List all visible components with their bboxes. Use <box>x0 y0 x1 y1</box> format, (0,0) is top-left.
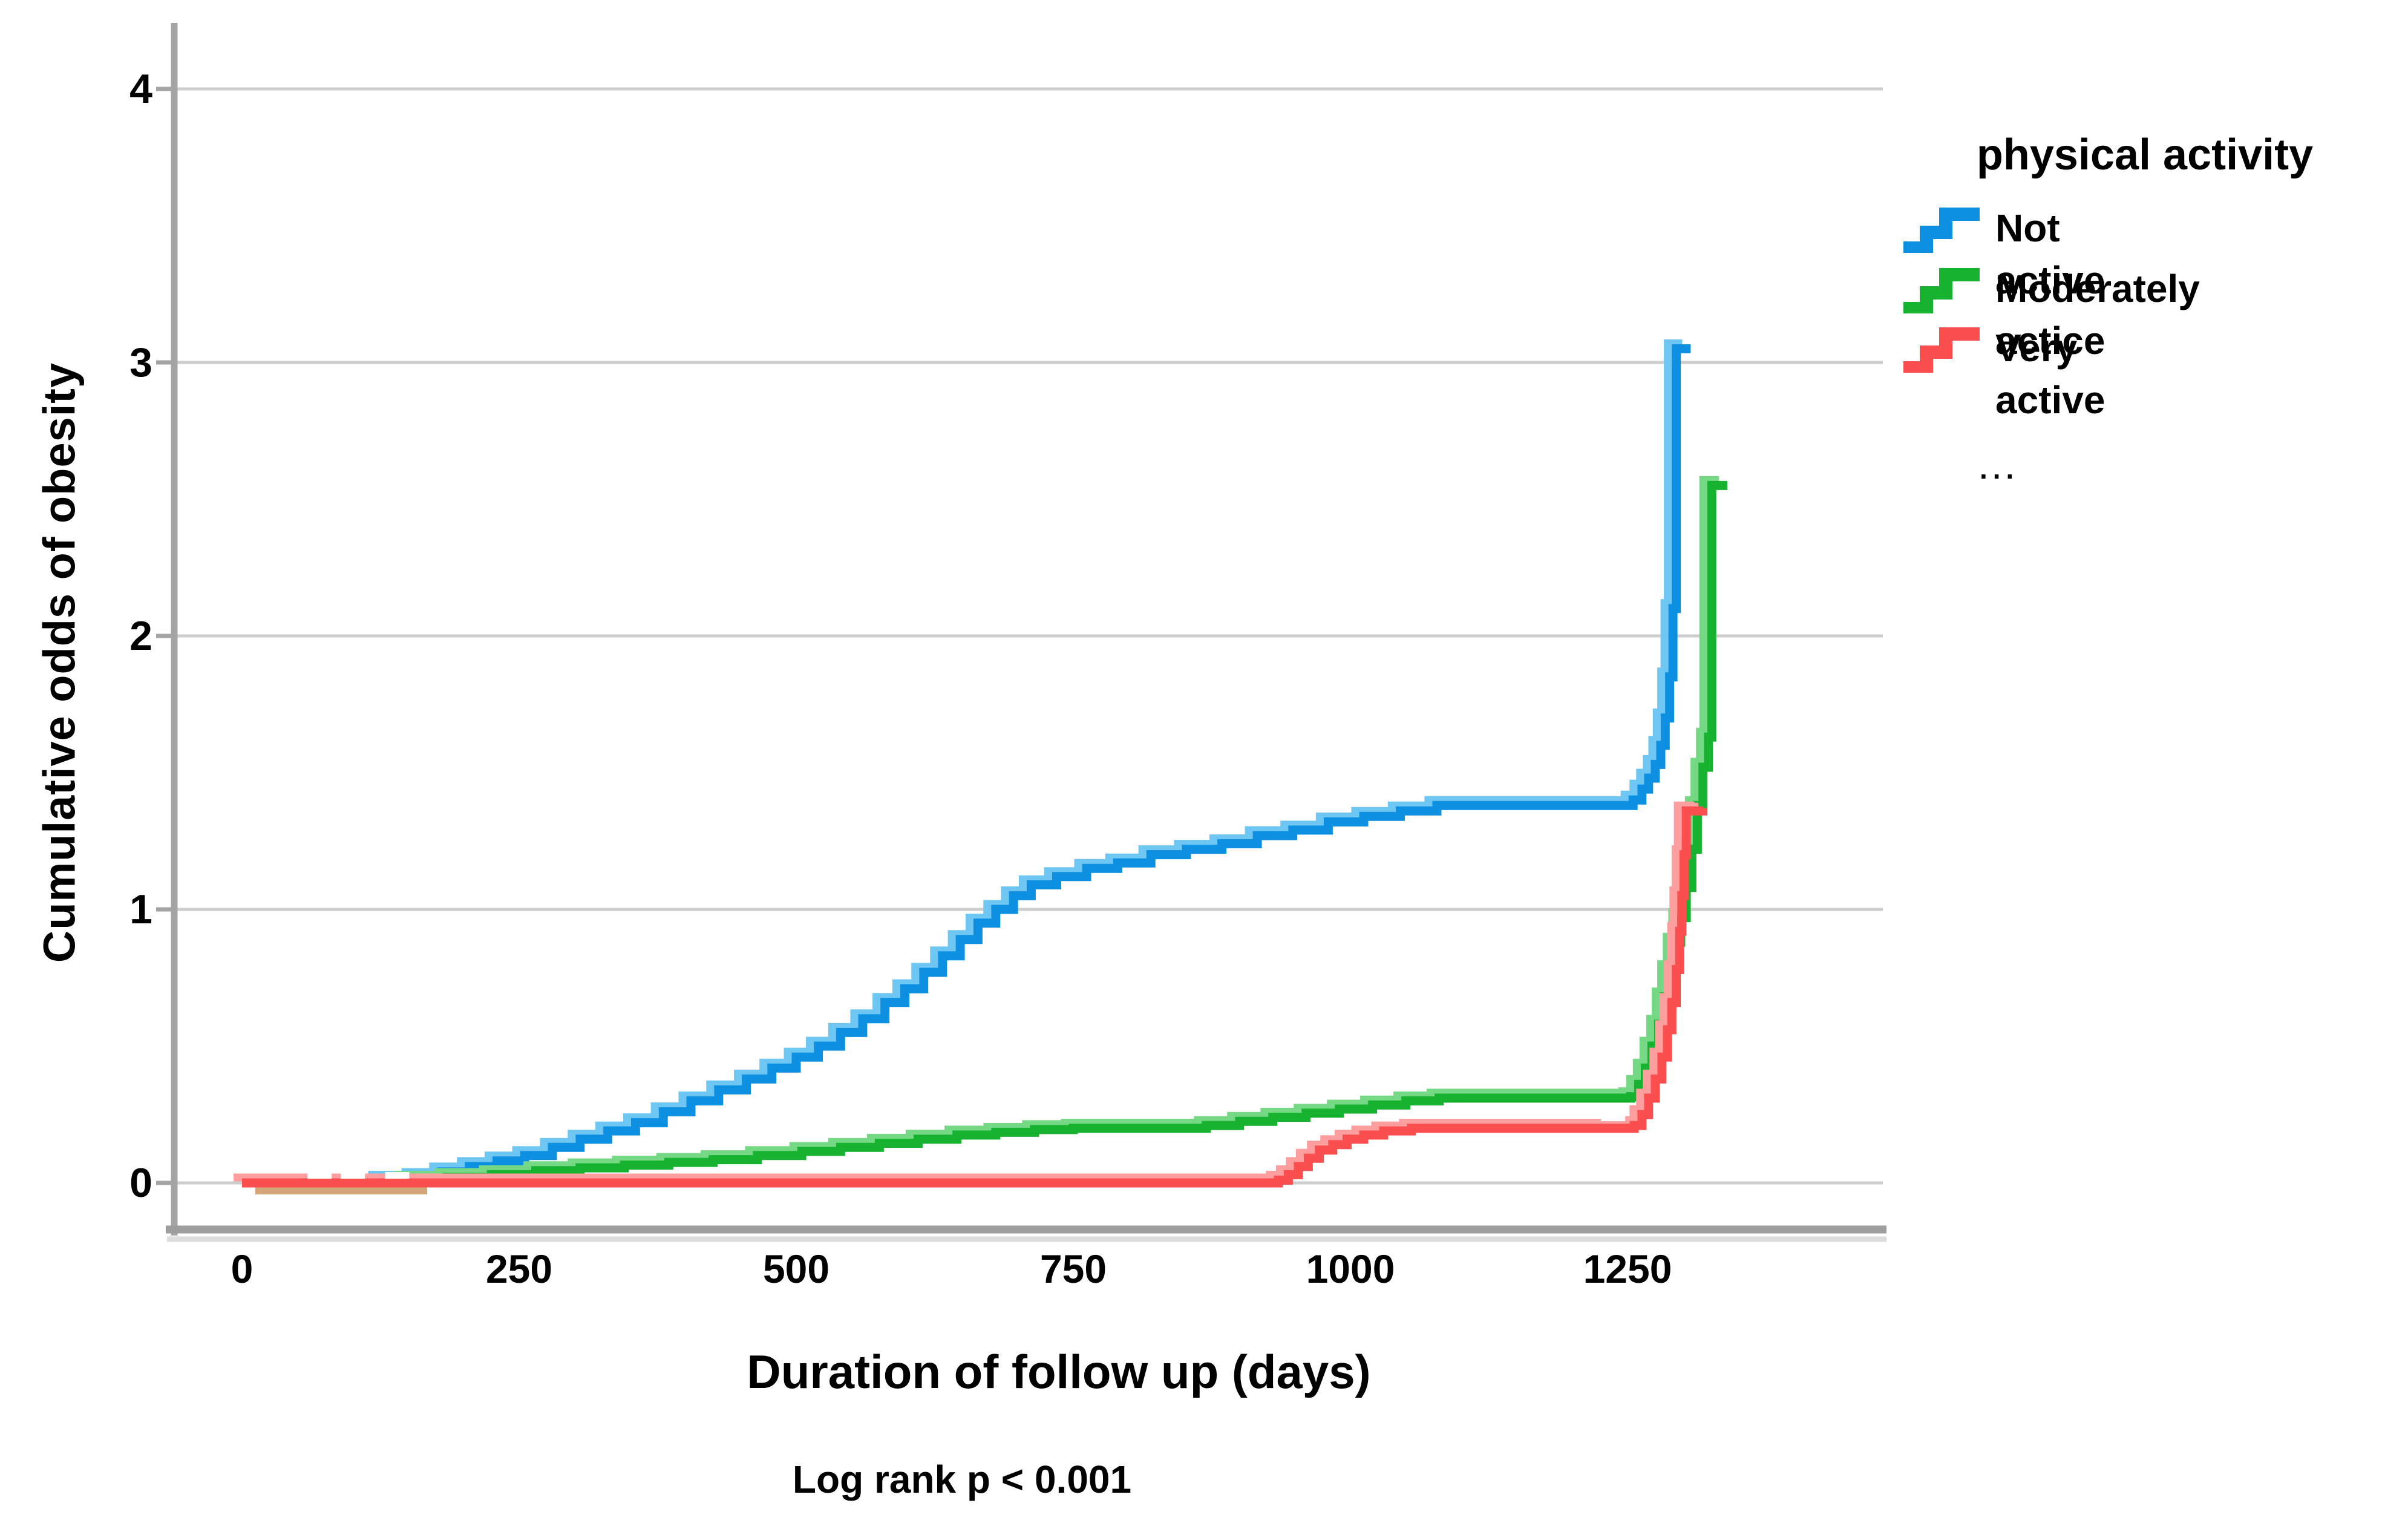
log-rank-note: Log rank p < 0.001 <box>792 1458 1132 1501</box>
legend-item-label: Moderately actice <box>1995 267 2200 362</box>
censor-mark <box>341 1172 365 1179</box>
y-axis-title: Cumulative odds of obesity <box>34 362 85 963</box>
x-tick-label-750: 750 <box>1039 1246 1107 1291</box>
step-line-key-icon <box>1900 326 1983 376</box>
series-moderately-actice <box>234 476 1727 1188</box>
y-tick-label-0: 0 <box>129 1160 152 1206</box>
gridlines <box>174 87 1883 1185</box>
legend-item-label: Very active <box>1995 326 2105 422</box>
x-tick-label-1000: 1000 <box>1306 1246 1395 1291</box>
axes <box>156 23 1886 1242</box>
legend-title: physical activity <box>1976 131 2314 179</box>
baseline-artifact <box>255 1187 427 1194</box>
legend-ellipsis: ... <box>1980 453 2020 485</box>
data-series <box>234 339 1727 1194</box>
y-tick-label-2: 2 <box>129 613 152 659</box>
y-tick-label-1: 1 <box>129 886 152 932</box>
y-tick-label-3: 3 <box>129 339 152 385</box>
x-axis-title: Duration of follow up (days) <box>747 1345 1371 1398</box>
x-tick-label-1250: 1250 <box>1583 1246 1672 1291</box>
series-very-active <box>234 801 1708 1188</box>
y-tick-label-4: 4 <box>129 66 152 112</box>
step-line-key-icon <box>1900 266 1983 316</box>
censor-mark <box>307 1172 332 1179</box>
x-tick-label-0: 0 <box>231 1246 254 1291</box>
censor-mark <box>385 1172 410 1179</box>
x-tick-label-250: 250 <box>485 1246 553 1291</box>
censor-mark <box>1601 1115 1626 1122</box>
series-not-active <box>234 339 1691 1188</box>
censor-marks <box>307 1115 1626 1179</box>
legend-item-label: Not active <box>1995 206 2105 302</box>
step-line-key-icon <box>1900 206 1983 256</box>
x-tick-label-500: 500 <box>762 1246 830 1291</box>
